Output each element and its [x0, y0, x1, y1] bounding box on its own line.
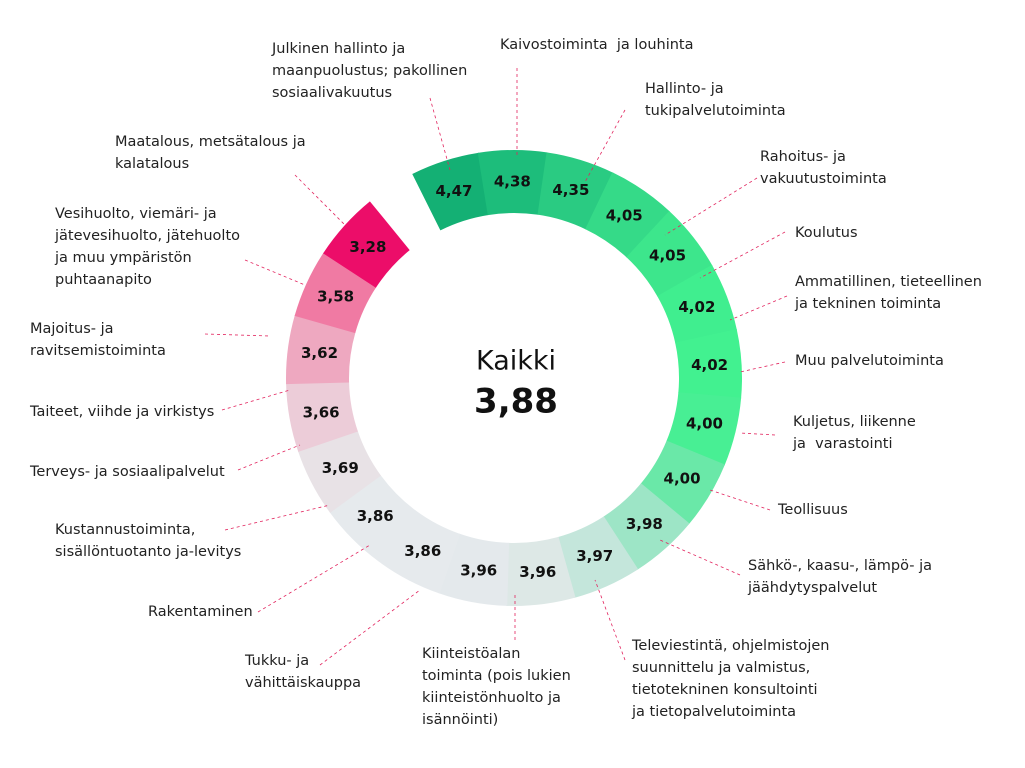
category-label: Rakentaminen — [148, 604, 253, 620]
category-label: Majoitus- ja ravitsemistoiminta — [30, 321, 166, 359]
category-label: Terveys- ja sosiaalipalvelut — [30, 464, 225, 480]
category-label: Kuljetus, liikenne ja varastointi — [793, 414, 916, 452]
category-label: Maatalous, metsätalous ja kalatalous — [115, 134, 306, 172]
category-label: Kustannustoiminta, sisällöntuotanto ja-l… — [55, 522, 242, 560]
value-label: 4,02 — [691, 356, 728, 374]
value-label: 3,62 — [301, 344, 338, 362]
value-label: 4,38 — [494, 173, 531, 191]
category-label: Koulutus — [795, 225, 858, 241]
category-label: Kaivostoiminta ja louhinta — [500, 37, 694, 53]
category-label: Teollisuus — [778, 502, 848, 518]
value-label: 3,66 — [303, 403, 340, 421]
leader-line — [429, 97, 451, 171]
category-label: Vesihuolto, viemäri- ja jätevesihuolto, … — [55, 206, 241, 288]
leader-line — [594, 579, 626, 661]
leader-line — [221, 389, 291, 411]
segment — [666, 392, 742, 466]
category-label: Kiinteistöalan toiminta (pois lukien kii… — [422, 646, 571, 728]
leader-line — [294, 174, 346, 226]
segment — [377, 510, 461, 594]
leader-line — [699, 231, 786, 279]
value-label: 4,35 — [552, 181, 589, 199]
value-label: 3,97 — [576, 547, 613, 565]
category-label: Sähkö-, kaasu-, lämpö- ja jäähdytyspalve… — [748, 558, 932, 596]
leader-line — [739, 361, 786, 373]
segment — [603, 483, 690, 570]
segment — [657, 264, 737, 344]
value-label: 4,02 — [678, 298, 715, 316]
segment — [585, 172, 671, 258]
segment — [294, 252, 377, 334]
segment — [640, 440, 725, 525]
category-label: Televiestintä, ohjelmistojen suunnittelu… — [632, 638, 830, 720]
value-label: 3,86 — [404, 542, 441, 560]
segment — [557, 516, 639, 598]
segment — [323, 201, 410, 288]
segment — [286, 314, 356, 385]
value-label: 3,96 — [460, 561, 497, 579]
leader-line — [739, 432, 776, 436]
segment — [477, 149, 548, 216]
value-label: 3,86 — [357, 507, 394, 525]
leader-line — [237, 444, 301, 471]
value-label: 3,58 — [317, 287, 354, 305]
value-label: 3,69 — [322, 459, 359, 477]
value-label: 3,28 — [349, 238, 386, 256]
leader-line — [257, 544, 371, 613]
segment — [297, 430, 381, 513]
segment — [438, 533, 510, 606]
category-label: Tukku- ja vähittäiskauppa — [245, 653, 362, 691]
value-label: 4,47 — [435, 182, 472, 200]
category-label: Ammatillinen, tieteellinen ja tekninen t… — [795, 274, 982, 312]
segment — [286, 381, 358, 452]
leader-line — [319, 589, 421, 666]
segment — [626, 210, 713, 297]
leader-line — [244, 259, 306, 286]
leader-line — [584, 109, 626, 183]
category-label: Julkinen hallinto ja maanpuolustus; pako… — [272, 41, 468, 101]
segment — [412, 152, 489, 231]
value-label: 4,00 — [664, 469, 701, 487]
value-label: 4,05 — [649, 247, 686, 265]
leader-line — [664, 177, 758, 236]
value-label: 4,00 — [686, 415, 723, 433]
segment — [506, 536, 576, 606]
category-label: Hallinto- ja tukipalvelutoiminta — [645, 81, 786, 119]
leader-line — [729, 295, 788, 321]
leader-line — [659, 539, 741, 576]
total-value: 3,88 — [474, 382, 558, 422]
center-label: Kaikki — [476, 346, 556, 377]
category-label: Muu palvelutoiminta — [795, 353, 944, 369]
value-label: 3,98 — [626, 515, 663, 533]
category-label: Rahoitus- ja vakuutustoiminta — [760, 149, 887, 187]
leader-line — [204, 333, 271, 337]
segment — [675, 329, 742, 399]
leader-line — [709, 489, 771, 511]
value-label: 3,96 — [519, 563, 556, 581]
value-label: 4,05 — [606, 206, 643, 224]
category-label: Taiteet, viihde ja virkistys — [30, 404, 215, 420]
